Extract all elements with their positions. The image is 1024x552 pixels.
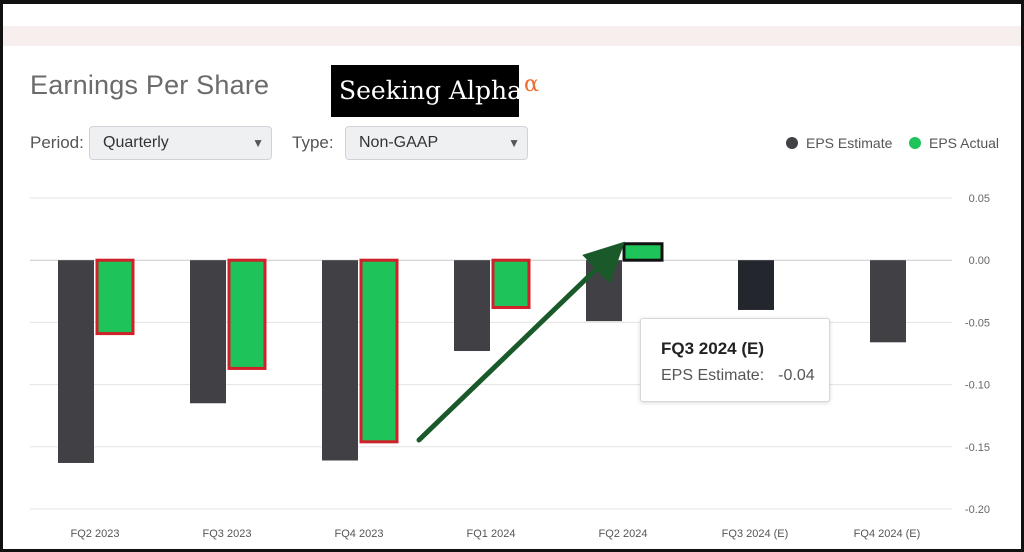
legend-estimate-label: EPS Estimate (806, 135, 893, 151)
tooltip-row: EPS Estimate: -0.04 (661, 367, 829, 385)
y-tick-label: 0.00 (969, 255, 990, 267)
period-label: Period: (30, 133, 84, 152)
estimate-dot-icon (786, 137, 798, 149)
period-select[interactable]: Quarterly ▼ (89, 126, 272, 160)
period-value: Quarterly (103, 134, 169, 151)
estimate-bar (454, 260, 490, 352)
x-tick-label: FQ3 2023 (203, 528, 252, 540)
actual-bar (491, 258, 531, 309)
actual-bar (359, 258, 399, 444)
alpha-icon: α (523, 72, 539, 97)
actual-bar (95, 258, 135, 336)
y-tick-label: -0.10 (965, 380, 990, 392)
top-band (3, 26, 1021, 46)
y-tick-label: 0.05 (969, 193, 990, 205)
legend-actual[interactable]: EPS Actual (909, 135, 999, 151)
chart-tooltip: FQ3 2024 (E) EPS Estimate: -0.04 (640, 318, 830, 402)
estimate-bar (190, 260, 226, 404)
y-tick-label: -0.05 (965, 317, 990, 329)
estimate-bar (586, 260, 622, 322)
tooltip-title: FQ3 2024 (E) (661, 339, 764, 358)
chevron-down-icon: ▼ (252, 136, 264, 150)
actual-bar (622, 242, 664, 262)
tooltip-value: -0.04 (778, 367, 815, 384)
x-tick-label: FQ2 2024 (599, 528, 648, 540)
estimate-bar (322, 260, 358, 461)
type-label: Type: (292, 133, 334, 152)
annotation-arrow (416, 241, 625, 443)
type-select[interactable]: Non-GAAP ▼ (345, 126, 528, 160)
seeking-alpha-logo: Seeking Alphaα (331, 65, 539, 117)
estimate-bar (738, 260, 774, 310)
actual-bar (227, 258, 267, 370)
estimate-bar (870, 260, 906, 343)
chevron-down-icon: ▼ (508, 136, 520, 150)
tooltip-label: EPS Estimate: (661, 367, 765, 384)
x-tick-label: FQ4 2024 (E) (854, 528, 921, 540)
type-value: Non-GAAP (359, 134, 439, 151)
y-tick-label: -0.15 (965, 442, 990, 454)
x-tick-label: FQ4 2023 (335, 528, 384, 540)
logo-text: Seeking Alpha (339, 76, 522, 105)
x-tick-label: FQ1 2024 (467, 528, 516, 540)
y-tick-label: -0.20 (965, 504, 990, 516)
estimate-bar (58, 260, 94, 463)
legend-actual-label: EPS Actual (929, 135, 1000, 151)
actual-dot-icon (909, 137, 921, 149)
x-tick-label: FQ2 2023 (71, 528, 120, 540)
chart-title: Earnings Per Share (30, 70, 270, 100)
legend-estimate[interactable]: EPS Estimate (786, 135, 892, 151)
x-tick-label: FQ3 2024 (E) (722, 528, 789, 540)
